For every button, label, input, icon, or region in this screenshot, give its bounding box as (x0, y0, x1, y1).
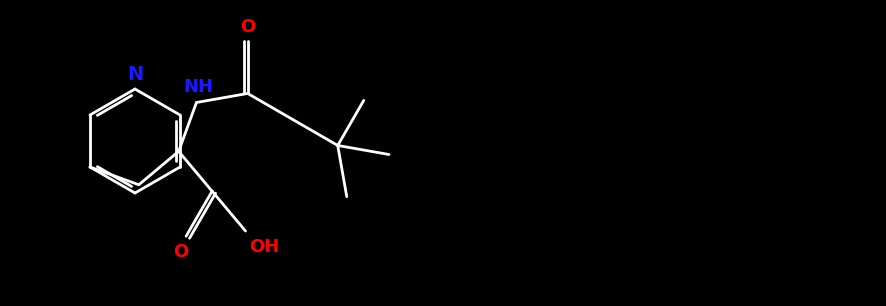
Text: N: N (127, 65, 144, 84)
Text: OH: OH (250, 238, 280, 256)
Text: O: O (240, 18, 255, 36)
Text: O: O (174, 243, 189, 261)
Text: NH: NH (183, 79, 214, 96)
